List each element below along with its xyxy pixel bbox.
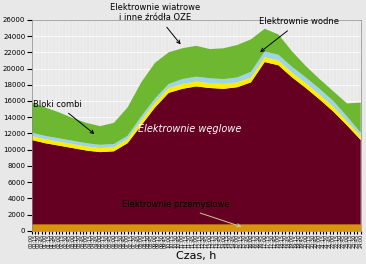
Text: Elektrownie przemysłowe: Elektrownie przemysłowe bbox=[122, 200, 240, 227]
Text: Elektrownie wiatrowe
i inne źródła OZE: Elektrownie wiatrowe i inne źródła OZE bbox=[110, 3, 200, 44]
Text: Elektrownie wodne: Elektrownie wodne bbox=[259, 17, 339, 51]
X-axis label: Czas, h: Czas, h bbox=[176, 251, 216, 261]
Text: Bloki combi: Bloki combi bbox=[33, 100, 94, 134]
Text: Elektrownie węglowe: Elektrownie węglowe bbox=[138, 124, 241, 134]
